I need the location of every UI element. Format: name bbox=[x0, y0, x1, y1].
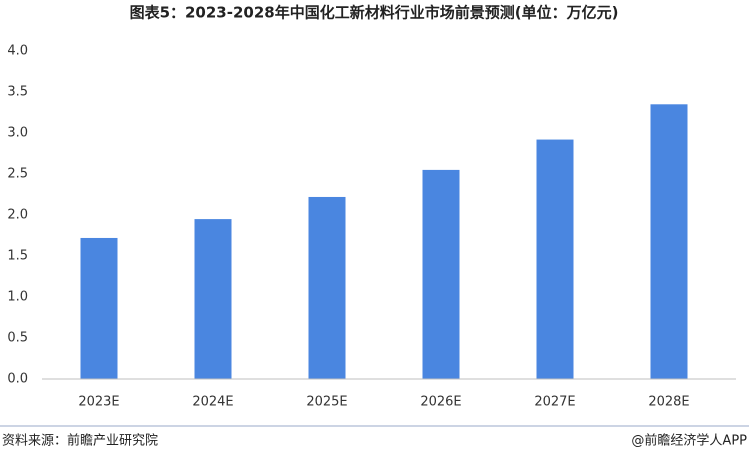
x-tick-label: 2027E bbox=[534, 395, 575, 410]
bar bbox=[422, 169, 460, 379]
y-tick-label: 0.0 bbox=[7, 372, 28, 387]
bar bbox=[194, 219, 232, 379]
x-tick-label: 2025E bbox=[306, 395, 347, 410]
bar bbox=[650, 104, 688, 380]
bar bbox=[80, 237, 118, 379]
y-tick-label: 4.0 bbox=[7, 44, 28, 59]
x-tick-label: 2028E bbox=[648, 395, 689, 410]
x-tick-label: 2023E bbox=[78, 395, 119, 410]
x-tick-label: 2024E bbox=[192, 395, 233, 410]
x-tick-label: 2026E bbox=[420, 395, 461, 410]
y-tick-label: 0.5 bbox=[7, 331, 28, 346]
source-note: 资料来源：前瞻产业研究院 bbox=[2, 433, 158, 449]
y-tick-label: 3.0 bbox=[7, 126, 28, 141]
y-tick-label: 2.0 bbox=[7, 208, 28, 223]
chart-title: 图表5：2023-2028年中国化工新材料行业市场前景预测(单位：万亿元) bbox=[130, 4, 619, 22]
y-tick-label: 2.5 bbox=[7, 167, 28, 182]
bar bbox=[308, 196, 346, 379]
y-tick-label: 1.0 bbox=[7, 290, 28, 305]
credit-note: @前瞻经济学人APP bbox=[631, 433, 747, 449]
bar bbox=[536, 139, 574, 379]
y-tick-label: 3.5 bbox=[7, 85, 28, 100]
y-tick-label: 1.5 bbox=[7, 249, 28, 264]
